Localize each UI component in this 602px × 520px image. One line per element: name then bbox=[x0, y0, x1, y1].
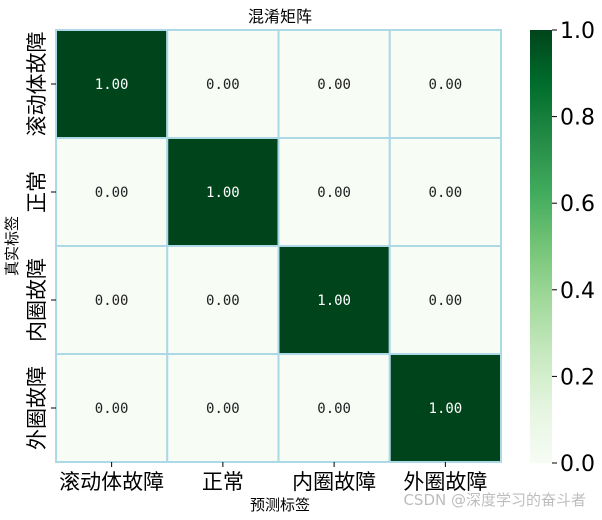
cell-value-label: 1.00 bbox=[429, 401, 463, 417]
heatmap-cell bbox=[55, 29, 169, 139]
y-tick-label: 内圈故障 bbox=[25, 258, 49, 342]
cell-value-label: 1.00 bbox=[317, 293, 351, 309]
heatmap-cell bbox=[388, 353, 502, 463]
heatmap-cell bbox=[388, 137, 502, 247]
heatmap-cell bbox=[166, 29, 280, 139]
heatmap-cell bbox=[277, 29, 391, 139]
cell-value-label: 0.00 bbox=[429, 293, 463, 309]
colorbar-tick-label: 0.4 bbox=[560, 279, 595, 304]
heatmap-cell bbox=[166, 353, 280, 463]
colorbar-ticks: 0.0 0.2 0.4 0.6 0.8 1.0 bbox=[552, 19, 595, 477]
cell-value-label: 0.00 bbox=[317, 77, 351, 93]
cell-value-label: 0.00 bbox=[95, 185, 129, 201]
x-tick-label: 内圈故障 bbox=[292, 470, 376, 494]
heatmap-cells: 1.00 0.00 0.00 0.00 0.00 1.00 0.00 0.00 0.00 0.00… bbox=[55, 29, 502, 463]
x-tick-label: 正常 bbox=[202, 470, 244, 494]
colorbar-gradient bbox=[530, 30, 552, 463]
watermark-text: CSDN @深度学习的奋斗者 bbox=[403, 491, 586, 509]
heatmap-cell bbox=[388, 245, 502, 355]
heatmap-cell bbox=[166, 137, 280, 247]
cell-value-label: 0.00 bbox=[206, 401, 240, 417]
cell-value-label: 0.00 bbox=[317, 401, 351, 417]
cell-value-label: 0.00 bbox=[95, 293, 129, 309]
y-tick-label: 外圈故障 bbox=[25, 366, 49, 450]
cell-value-label: 0.00 bbox=[317, 185, 351, 201]
cell-value-label: 0.00 bbox=[206, 77, 240, 93]
x-tick-label: 滚动体故障 bbox=[59, 470, 164, 494]
cell-value-label: 1.00 bbox=[95, 77, 129, 93]
cell-value-label: 0.00 bbox=[206, 293, 240, 309]
colorbar-tick-label: 0.2 bbox=[560, 365, 595, 390]
cell-value-label: 0.00 bbox=[429, 77, 463, 93]
heatmap-cell bbox=[166, 245, 280, 355]
cell-value-label: 0.00 bbox=[429, 185, 463, 201]
x-tick-labels: 滚动体故障 正常 内圈故障 外圈故障 bbox=[59, 462, 487, 494]
y-tick-label: 正常 bbox=[25, 171, 49, 213]
cell-value-label: 1.00 bbox=[206, 185, 240, 201]
x-tick-label: 外圈故障 bbox=[403, 470, 487, 494]
y-tick-label: 滚动体故障 bbox=[25, 32, 49, 137]
colorbar-tick-label: 0.8 bbox=[560, 106, 595, 131]
colorbar-tick-label: 0.6 bbox=[560, 192, 595, 217]
x-axis-label: 预测标签 bbox=[250, 496, 310, 514]
chart-title: 混淆矩阵 bbox=[248, 7, 312, 26]
colorbar-tick-label: 1.0 bbox=[560, 19, 595, 44]
y-axis-label: 真实标签 bbox=[3, 216, 21, 276]
heatmap-cell bbox=[388, 29, 502, 139]
cell-value-label: 0.00 bbox=[95, 401, 129, 417]
colorbar-tick-label: 0.0 bbox=[560, 452, 595, 477]
colorbar: 0.0 0.2 0.4 0.6 0.8 1.0 bbox=[530, 19, 595, 477]
